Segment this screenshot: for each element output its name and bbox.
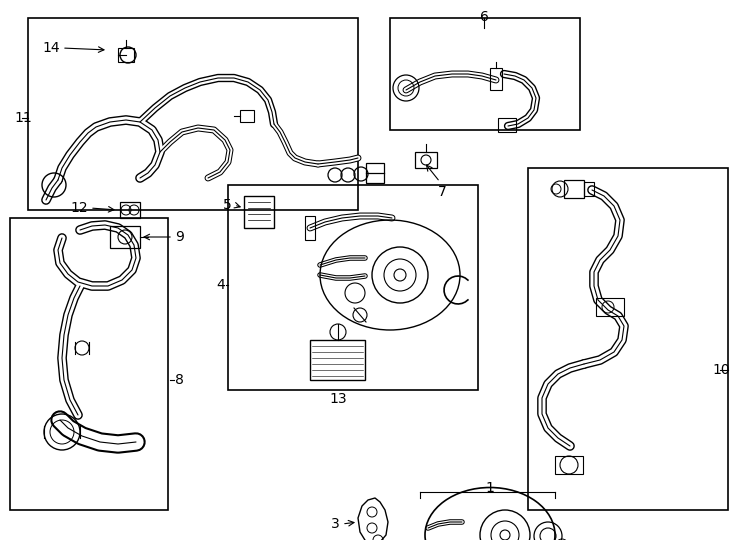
Text: 11: 11 [14, 111, 32, 125]
Bar [490, 68, 502, 90]
Text: 14: 14 [43, 41, 60, 55]
Bar [564, 180, 584, 198]
Bar [390, 18, 580, 130]
Bar [120, 202, 140, 218]
Bar [555, 456, 583, 474]
Text: 12: 12 [70, 201, 88, 215]
Text: 3: 3 [331, 517, 340, 531]
Bar [528, 168, 728, 510]
Bar [228, 185, 478, 390]
Bar [118, 48, 134, 62]
Bar [596, 298, 624, 316]
Text: 8: 8 [175, 373, 184, 387]
Text: 6: 6 [479, 10, 488, 24]
Bar [110, 226, 140, 248]
Bar [415, 152, 437, 168]
Polygon shape [358, 498, 388, 540]
Bar [10, 218, 168, 510]
Text: 4: 4 [217, 278, 225, 292]
Bar [366, 163, 384, 183]
Bar [240, 110, 254, 122]
Text: 5: 5 [223, 198, 232, 212]
Bar [244, 196, 274, 228]
Text: 7: 7 [438, 185, 447, 199]
Bar [305, 216, 315, 240]
Bar [584, 182, 594, 196]
Bar [310, 340, 365, 380]
Text: 13: 13 [329, 392, 346, 406]
Text: 1: 1 [486, 481, 495, 495]
Text: 9: 9 [175, 230, 184, 244]
Text: 10: 10 [713, 363, 730, 377]
Bar [28, 18, 358, 210]
Bar [498, 118, 516, 132]
